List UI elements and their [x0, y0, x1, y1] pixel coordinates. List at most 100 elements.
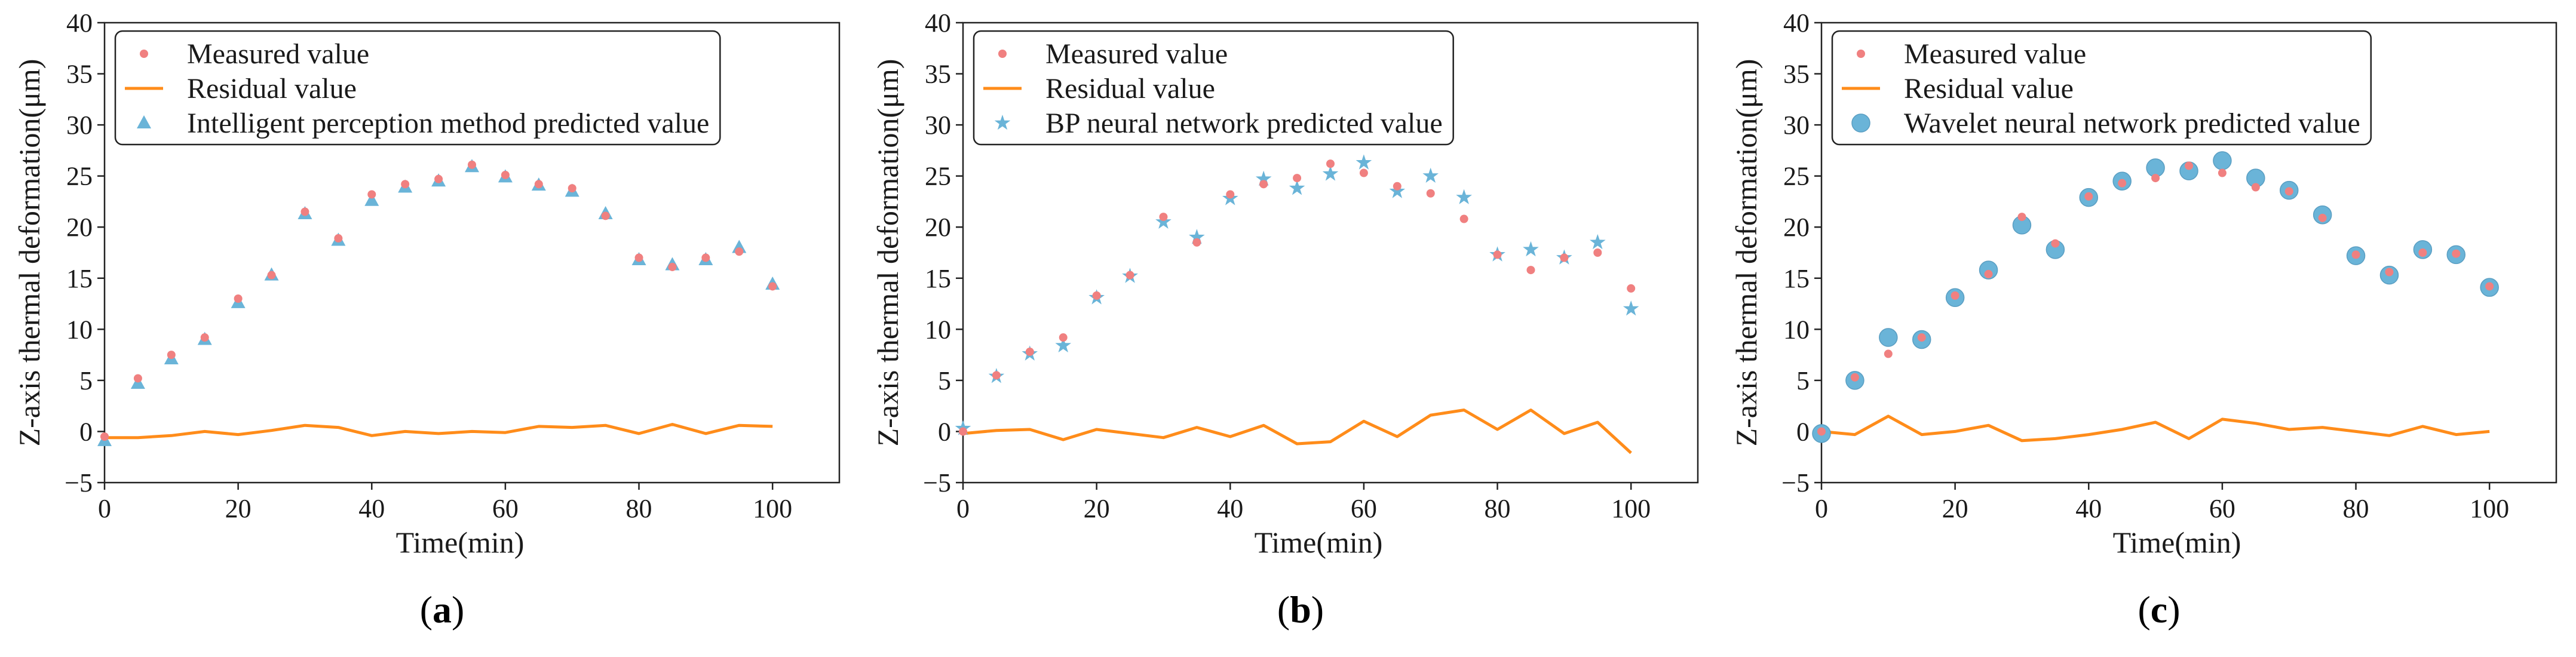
- legend-marker: [137, 115, 151, 128]
- y-tick-label: 10: [925, 315, 951, 344]
- y-tick-label: 5: [79, 366, 93, 395]
- y-tick-label: 5: [1796, 366, 1810, 395]
- measured-point: [2318, 213, 2327, 222]
- legend-label: BP neural network predicted value: [1045, 108, 1443, 139]
- x-tick-label: 100: [1611, 494, 1651, 523]
- measured-point: [1059, 333, 1068, 342]
- measured-point: [1159, 213, 1168, 222]
- predicted-point: [1289, 180, 1305, 195]
- legend-marker: [994, 115, 1011, 130]
- measured-point: [468, 160, 476, 169]
- measured-point: [668, 262, 677, 271]
- y-tick-label: 35: [66, 60, 93, 89]
- y-tick-label: −5: [923, 468, 951, 498]
- measured-point: [1593, 248, 1602, 257]
- measured-point: [2017, 213, 2026, 222]
- x-tick-label: 80: [626, 494, 652, 523]
- x-tick-label: 60: [1351, 494, 1377, 523]
- measured-point: [634, 253, 643, 262]
- measured-point: [1917, 333, 1926, 342]
- predicted-point: [1623, 300, 1639, 316]
- measured-point: [1359, 168, 1368, 177]
- measured-point: [1884, 349, 1893, 358]
- residual-line: [962, 409, 1632, 455]
- y-tick-label: 30: [925, 110, 951, 140]
- measured-point: [701, 253, 710, 262]
- legend-label: Measured value: [1045, 38, 1228, 70]
- panel-caption: (c): [2138, 588, 2180, 631]
- points-circle: [1812, 151, 2499, 443]
- measured-point: [167, 351, 176, 360]
- y-tick-label: 25: [66, 162, 93, 191]
- y-tick-label: −5: [65, 468, 93, 498]
- predicted-point: [1523, 241, 1539, 257]
- panel-caption: (b): [1277, 588, 1324, 631]
- measured-point: [534, 180, 543, 189]
- legend-label: Residual value: [1904, 73, 2074, 105]
- predicted-point: [1155, 213, 1172, 229]
- measured-point: [959, 427, 967, 436]
- y-tick-label: 0: [1796, 417, 1810, 446]
- measured-point: [735, 247, 744, 256]
- x-tick-label: 80: [1485, 494, 1511, 523]
- series-line: [1821, 415, 2490, 443]
- predicted-point: [1879, 328, 1898, 347]
- y-tick-label: 40: [66, 8, 93, 38]
- measured-point: [2118, 179, 2127, 188]
- predicted-point: [1422, 167, 1439, 183]
- points-dot: [1817, 161, 2494, 436]
- predicted-point: [1456, 189, 1472, 204]
- measured-point: [601, 211, 610, 220]
- legend-marker: [1851, 113, 1870, 133]
- y-tick-label: 10: [66, 315, 93, 344]
- measured-point: [2218, 168, 2227, 177]
- predicted-point: [1322, 165, 1339, 181]
- measured-point: [1426, 189, 1435, 198]
- chart-svg-b: 0 20 40 60 80 100−50510152025303540Time(min)Z…: [871, 8, 1699, 631]
- y-tick-label: 20: [1783, 213, 1810, 242]
- measured-point: [2418, 248, 2427, 257]
- series-line: [962, 409, 1632, 455]
- legend-marker: [998, 50, 1007, 58]
- measured-point: [1259, 180, 1268, 189]
- predicted-point: [1356, 154, 1372, 170]
- measured-point: [2151, 174, 2160, 183]
- predicted-point: [1590, 234, 1606, 250]
- measured-point: [992, 371, 1001, 380]
- y-tick-label: 30: [1783, 110, 1810, 140]
- measured-point: [1627, 284, 1636, 293]
- measured-point: [2485, 282, 2494, 291]
- measured-point: [1560, 253, 1569, 262]
- points-dot: [100, 160, 777, 441]
- x-tick-label: 20: [1942, 494, 1968, 523]
- measured-point: [1226, 190, 1235, 199]
- series-line: [105, 423, 773, 440]
- measured-point: [1192, 238, 1201, 247]
- legend-label: Intelligent perception method predicted …: [187, 108, 709, 139]
- plot-frame: [103, 22, 841, 484]
- y-tick-label: 15: [925, 264, 951, 293]
- measured-point: [2084, 192, 2093, 201]
- legend-marker: [140, 50, 148, 58]
- measured-point: [1025, 347, 1034, 356]
- predicted-point: [1055, 337, 1071, 352]
- plot-frame: [1820, 22, 2557, 484]
- y-tick-label: 15: [1783, 264, 1810, 293]
- measured-point: [2351, 250, 2360, 259]
- x-tick-label: 60: [492, 494, 519, 523]
- y-tick-label: 25: [1783, 162, 1810, 191]
- legend-box: [1831, 30, 2372, 146]
- x-tick-label: 40: [1217, 494, 1243, 523]
- measured-point: [334, 234, 343, 243]
- plot-frame: [962, 22, 1699, 484]
- legend-box: [973, 30, 1454, 146]
- points-dot: [959, 159, 1636, 436]
- x-tick-label: 0: [1815, 494, 1828, 523]
- x-tick-label: 100: [2470, 494, 2509, 523]
- y-tick-label: 40: [925, 8, 951, 38]
- measured-point: [768, 282, 777, 291]
- measured-point: [367, 190, 376, 199]
- measured-point: [2452, 249, 2461, 258]
